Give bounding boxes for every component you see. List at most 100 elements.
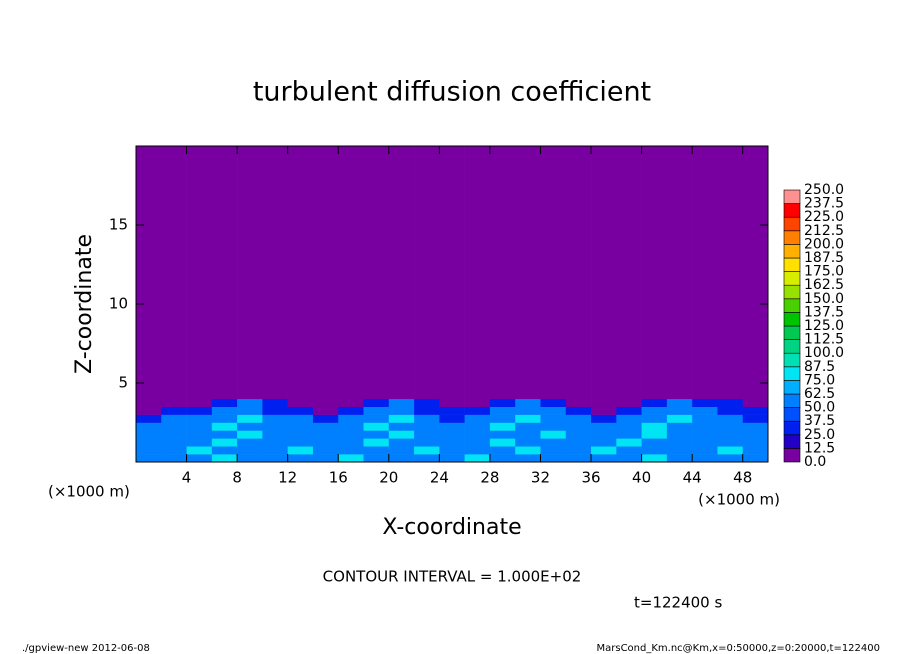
cell <box>237 398 263 407</box>
cell <box>338 146 364 392</box>
footer-right: MarsCond_Km.nc@Km,x=0:50000,z=0:20000,t=… <box>597 643 881 654</box>
cell <box>666 390 693 400</box>
cell <box>717 406 744 415</box>
cell <box>237 438 263 447</box>
cell <box>338 414 364 423</box>
cell <box>616 422 642 431</box>
cell <box>414 446 440 455</box>
x-tick-label: 16 <box>329 469 348 487</box>
cell <box>717 398 744 407</box>
cell <box>742 438 769 447</box>
cell <box>641 446 668 455</box>
x-tick-label: 20 <box>379 469 398 487</box>
cell <box>161 422 187 431</box>
cell <box>692 446 718 455</box>
cell <box>237 422 263 431</box>
cell <box>565 390 592 400</box>
cell <box>439 422 465 431</box>
cell <box>692 390 718 400</box>
cell <box>363 446 390 455</box>
colorbar-box <box>783 339 801 354</box>
cell <box>136 146 162 392</box>
cell <box>363 430 390 439</box>
cell <box>641 406 668 415</box>
cell <box>262 414 288 423</box>
cell <box>312 454 339 463</box>
cell <box>616 398 642 407</box>
colorbar-label: 25.0 <box>804 427 835 443</box>
cell <box>211 146 238 392</box>
y-unit-label: (×1000 m) <box>48 483 130 501</box>
colorbar-label: 0.0 <box>804 454 826 470</box>
cell <box>414 454 440 463</box>
colorbar-box <box>783 271 801 286</box>
footer-left: ./gpview-new 2012-06-08 <box>22 643 150 654</box>
cell <box>565 446 592 455</box>
cell <box>338 406 364 415</box>
cell <box>388 146 415 392</box>
cell <box>692 398 718 407</box>
cell <box>565 430 592 439</box>
cell <box>489 446 516 455</box>
cell <box>211 398 238 407</box>
x-tick-label: 32 <box>531 469 550 487</box>
cell <box>717 146 744 392</box>
cell <box>161 406 187 415</box>
cell <box>464 454 491 463</box>
colorbar-box <box>783 189 801 204</box>
cell <box>641 398 668 407</box>
cell <box>262 430 288 439</box>
colorbar-box <box>783 448 801 463</box>
cell <box>338 422 364 431</box>
cell <box>312 398 339 407</box>
cell <box>237 446 263 455</box>
cell <box>211 438 238 447</box>
cell <box>489 422 516 431</box>
cell <box>237 454 263 463</box>
cell <box>666 146 693 392</box>
cell <box>312 438 339 447</box>
cell <box>540 146 567 392</box>
cell <box>186 430 213 439</box>
cell <box>262 422 288 431</box>
cell <box>540 390 567 400</box>
cell <box>742 398 769 407</box>
cell <box>692 414 718 423</box>
colorbar-label: 50.0 <box>804 400 835 416</box>
cell <box>136 422 162 431</box>
cell <box>312 446 339 455</box>
cell <box>388 422 415 431</box>
cell <box>489 390 516 400</box>
colorbar-box <box>783 420 801 436</box>
colorbar-label: 212.5 <box>804 223 844 239</box>
cell <box>363 390 390 400</box>
cell <box>489 406 516 415</box>
cell <box>717 414 744 423</box>
cell <box>489 414 516 423</box>
cell <box>287 390 314 400</box>
colorbar-label: 237.5 <box>804 196 844 212</box>
cell <box>439 406 465 415</box>
cell <box>312 430 339 439</box>
cell <box>666 446 693 455</box>
cell <box>136 414 162 423</box>
cell <box>287 422 314 431</box>
colorbar-box <box>783 393 801 408</box>
cell <box>363 438 390 447</box>
cell <box>287 438 314 447</box>
cell <box>692 430 718 439</box>
cell <box>338 390 364 400</box>
colorbar-box <box>783 284 801 300</box>
cell <box>312 414 339 423</box>
cell <box>186 414 213 423</box>
cell <box>515 430 541 439</box>
cell <box>414 390 440 400</box>
cell <box>464 390 491 400</box>
cell <box>312 390 339 400</box>
cell <box>515 454 541 463</box>
cell <box>312 146 339 392</box>
cell <box>692 422 718 431</box>
cell <box>262 438 288 447</box>
cell <box>666 454 693 463</box>
cell <box>237 414 263 423</box>
